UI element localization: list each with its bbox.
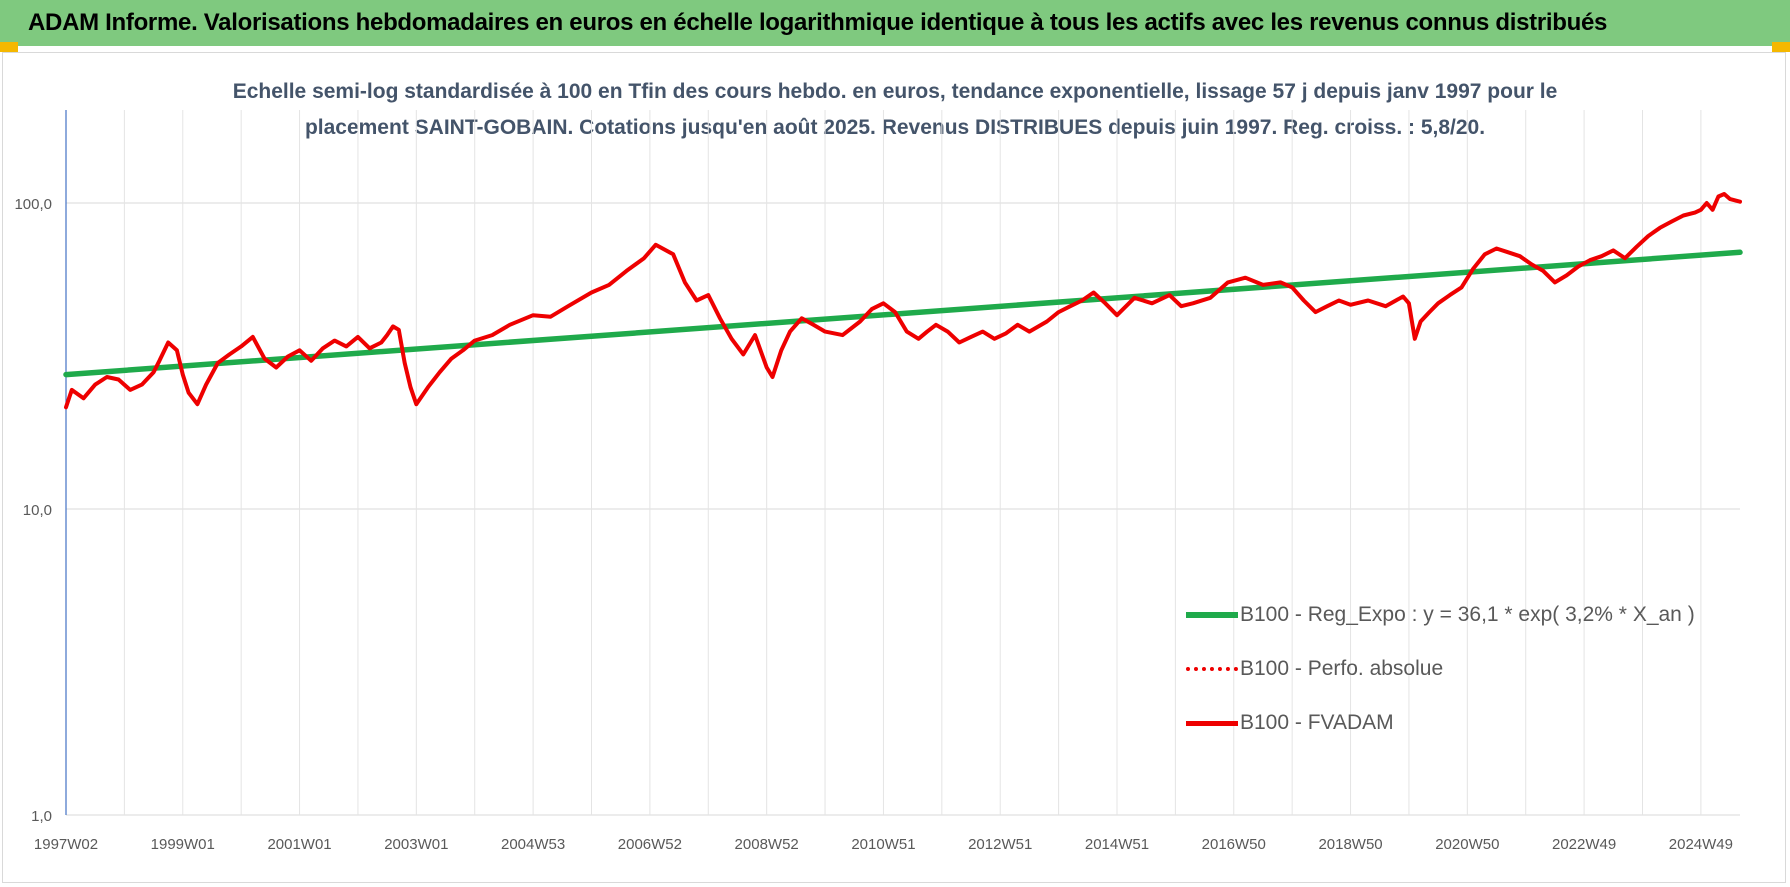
x-tick-label: 2018W50: [1318, 836, 1382, 853]
trend-line: [63, 249, 1743, 378]
x-tick-label: 2008W52: [735, 836, 799, 853]
x-tick-label: 2010W51: [851, 836, 915, 853]
x-tick-label: 2006W52: [618, 836, 682, 853]
x-tick-label: 2003W01: [384, 836, 448, 853]
x-tick-label: 1997W02: [34, 836, 98, 853]
axis-layer: 1,0 10,0 100,0 1997W02 1999W01 2001W01 2003W01…: [14, 110, 1733, 853]
x-tick-label: 2004W53: [501, 836, 565, 853]
legend-swatch-fvadam: [1186, 720, 1238, 726]
legend-item-fvadam[interactable]: B100 - FVADAM: [1186, 696, 1695, 750]
chart-title-line-2: placement SAINT-GOBAIN. Cotations jusqu'…: [304, 116, 1486, 139]
legend-label-fvadam: B100 - FVADAM: [1240, 711, 1394, 734]
legend-item-trend[interactable]: B100 - Reg_Expo : y = 36,1 * exp( 3,2% *…: [1186, 588, 1695, 642]
chart-frame: [2, 52, 1786, 883]
x-tick-label: 2022W49: [1552, 836, 1616, 853]
chart-title: Echelle semi-log standardisée à 100 en T…: [150, 74, 1640, 146]
report-title: ADAM Informe. Valorisations hebdomadaire…: [28, 9, 1608, 36]
legend-swatch-trend: [1186, 612, 1238, 618]
fvadam-line: [64, 192, 1742, 410]
report-header: ADAM Informe. Valorisations hebdomadaire…: [0, 0, 1790, 46]
legend-label-perfo: B100 - Perfo. absolue: [1240, 657, 1444, 680]
x-tick-label: 2001W01: [267, 836, 331, 853]
x-tick-label: 2012W51: [968, 836, 1032, 853]
legend-swatch-perfo: [1186, 667, 1238, 671]
chart-title-line-1: Echelle semi-log standardisée à 100 en T…: [232, 80, 1558, 103]
x-tick-label: 2024W49: [1669, 836, 1733, 853]
corner-marker-left: [0, 42, 18, 52]
x-tick-label: 2016W50: [1202, 836, 1266, 853]
series-layer: [63, 192, 1743, 410]
x-tick-label: 2020W50: [1435, 836, 1499, 853]
x-tick-label: 2014W51: [1085, 836, 1149, 853]
x-tick-label: 1999W01: [151, 836, 215, 853]
y-tick-label: 100,0: [14, 196, 52, 213]
corner-marker-right: [1772, 42, 1790, 52]
legend-item-perfo[interactable]: B100 - Perfo. absolue: [1186, 642, 1695, 696]
y-tick-label: 10,0: [23, 502, 52, 519]
y-tick-label: 1,0: [31, 808, 52, 825]
grid-layer: [65, 110, 1740, 816]
legend-label-trend: B100 - Reg_Expo : y = 36,1 * exp( 3,2% *…: [1240, 603, 1695, 626]
chart-legend: B100 - Reg_Expo : y = 36,1 * exp( 3,2% *…: [1186, 588, 1695, 750]
